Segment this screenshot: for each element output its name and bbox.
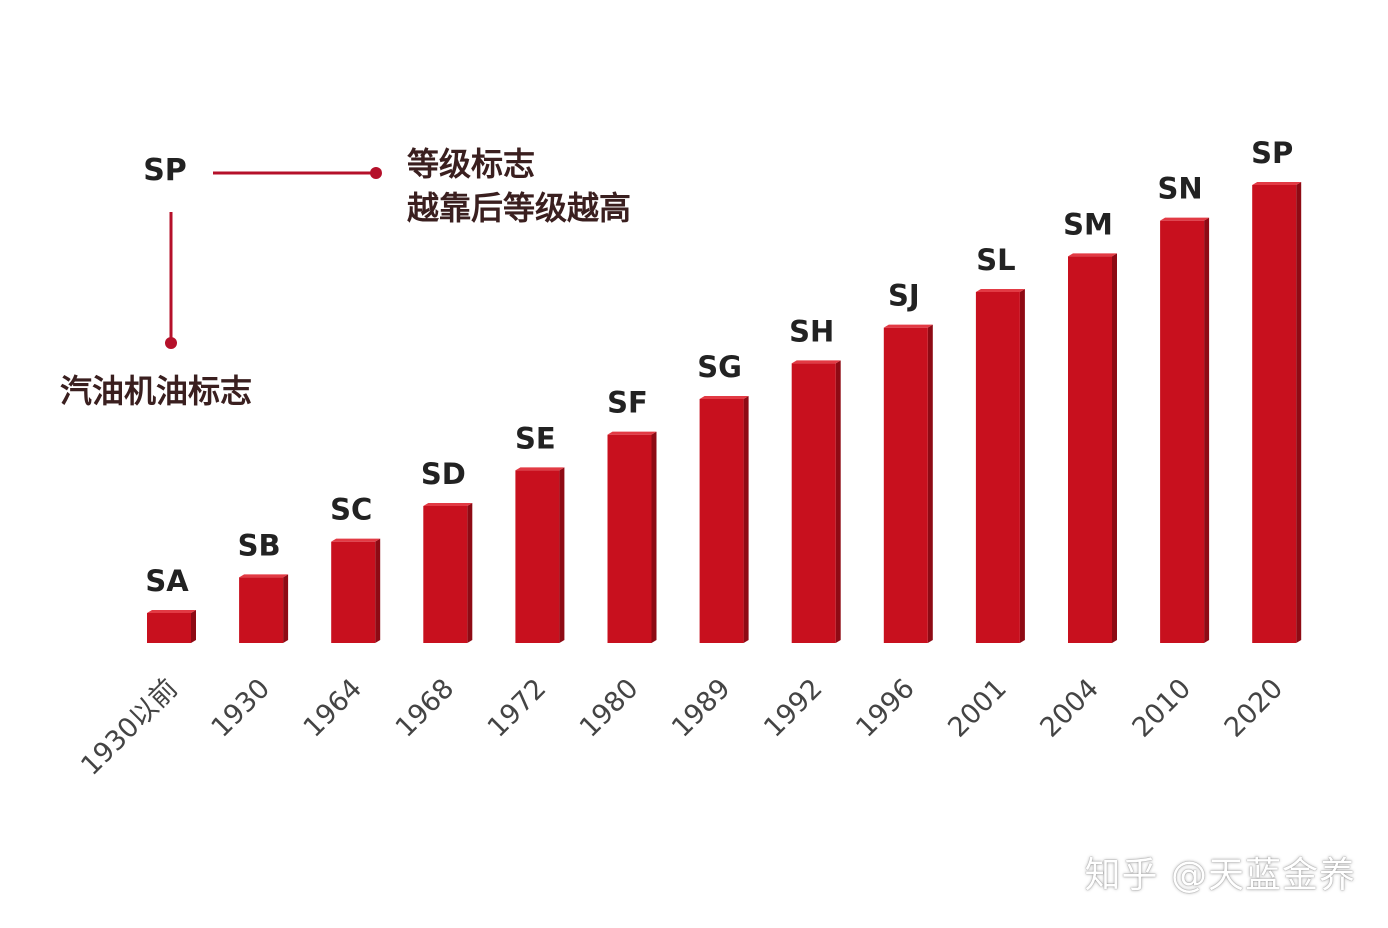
bar-label-sg: SG bbox=[697, 350, 742, 384]
legend-grade-text-line1: 等级标志 bbox=[407, 145, 535, 183]
bar-label-sn: SN bbox=[1158, 172, 1203, 206]
bar-top bbox=[423, 503, 472, 506]
bar-top bbox=[884, 325, 933, 328]
bar-side bbox=[467, 503, 472, 643]
bar-side bbox=[191, 610, 196, 643]
x-tick-label: 2020 bbox=[1219, 673, 1290, 744]
x-tick-label: 2010 bbox=[1127, 673, 1198, 744]
bar-front bbox=[1160, 221, 1204, 643]
bar-label-sa: SA bbox=[145, 564, 189, 598]
bar-front bbox=[884, 328, 928, 643]
bar-sh bbox=[792, 360, 841, 643]
bar-top bbox=[1160, 218, 1209, 221]
bar-sc bbox=[331, 539, 380, 643]
bar-side bbox=[744, 396, 749, 643]
bar-side bbox=[928, 325, 933, 643]
bar-label-se: SE bbox=[515, 421, 556, 455]
bar-front bbox=[515, 470, 559, 643]
bar-sj bbox=[884, 325, 933, 643]
x-tick-label: 1980 bbox=[574, 673, 645, 744]
bar-front bbox=[976, 292, 1020, 643]
bar-sp bbox=[1252, 182, 1301, 643]
bar-front bbox=[147, 613, 191, 643]
x-tick-label: 1968 bbox=[390, 673, 461, 744]
bar-side bbox=[283, 574, 288, 643]
bar-front bbox=[1068, 256, 1112, 643]
bar-top bbox=[700, 396, 749, 399]
bar-side bbox=[836, 360, 841, 643]
x-tick-label: 1989 bbox=[666, 673, 737, 744]
x-tick-label: 1930以前 bbox=[75, 673, 184, 782]
bar-top bbox=[331, 539, 380, 542]
legend-horizontal-dot bbox=[370, 167, 382, 179]
bar-sg bbox=[700, 396, 749, 643]
bar-top bbox=[1068, 253, 1117, 256]
x-axis-tick-labels: 1930以前 1930 1964 1968 1972 1980 1989 1992 1996 20… bbox=[75, 673, 1289, 782]
bar-front bbox=[792, 363, 836, 643]
bar-top bbox=[792, 360, 841, 363]
bar-label-sb: SB bbox=[238, 528, 281, 562]
bar-sl bbox=[976, 289, 1025, 643]
x-tick-label: 2004 bbox=[1034, 673, 1105, 744]
x-tick-label: 1964 bbox=[298, 673, 369, 744]
bar-top bbox=[147, 610, 196, 613]
legend-gasoline-text: 汽油机油标志 bbox=[60, 372, 252, 410]
legend-grade-text-line2: 越靠后等级越高 bbox=[407, 189, 631, 227]
bar-side bbox=[1296, 182, 1301, 643]
bar-side bbox=[1020, 289, 1025, 643]
bar-side bbox=[1204, 218, 1209, 643]
bar-sb bbox=[239, 574, 288, 643]
bar-label-sf: SF bbox=[607, 386, 648, 420]
bar-se bbox=[515, 467, 564, 643]
bar-front bbox=[331, 542, 375, 643]
bar-label-sm: SM bbox=[1063, 207, 1113, 241]
bar-top bbox=[1252, 182, 1301, 185]
x-tick-label: 1992 bbox=[758, 673, 829, 744]
bar-sn bbox=[1160, 218, 1209, 643]
x-tick-label: 1996 bbox=[850, 673, 921, 744]
bar-sf bbox=[608, 432, 657, 643]
x-tick-label: 2001 bbox=[942, 673, 1013, 744]
legend: SP 等级标志 越靠后等级越高 汽油机油标志 bbox=[60, 145, 631, 410]
bar-side bbox=[652, 432, 657, 643]
bar-top bbox=[515, 467, 564, 470]
legend-code: SP bbox=[143, 153, 187, 188]
bar-sa bbox=[147, 610, 196, 643]
bar-label-sj: SJ bbox=[888, 279, 920, 313]
bar-top bbox=[608, 432, 657, 435]
bar-label-sh: SH bbox=[789, 314, 834, 348]
bar-side bbox=[559, 467, 564, 643]
bar-sd bbox=[423, 503, 472, 643]
bar-label-sc: SC bbox=[330, 493, 372, 527]
bar-label-sp: SP bbox=[1251, 136, 1293, 170]
bar-sm bbox=[1068, 253, 1117, 643]
bar-front bbox=[423, 506, 467, 643]
watermark: 知乎 @天蓝金养 bbox=[1085, 846, 1356, 898]
bar-top bbox=[976, 289, 1025, 292]
bar-label-sd: SD bbox=[421, 457, 466, 491]
x-tick-label: 1972 bbox=[482, 673, 553, 744]
bars-layer bbox=[147, 182, 1301, 643]
x-tick-label: 1930 bbox=[206, 673, 277, 744]
bar-top bbox=[239, 574, 288, 577]
legend-vertical-dot bbox=[165, 337, 177, 349]
bar-side bbox=[1112, 253, 1117, 643]
bar-front bbox=[1252, 185, 1296, 643]
oil-grade-chart: SA SB SC SD SE SF SG SH SJ SL SM SN SP 1930以前 1930 196… bbox=[0, 0, 1388, 928]
bar-label-sl: SL bbox=[976, 243, 1015, 277]
bar-front bbox=[700, 399, 744, 643]
bar-side bbox=[375, 539, 380, 643]
bar-front bbox=[608, 435, 652, 643]
bar-front bbox=[239, 577, 283, 643]
